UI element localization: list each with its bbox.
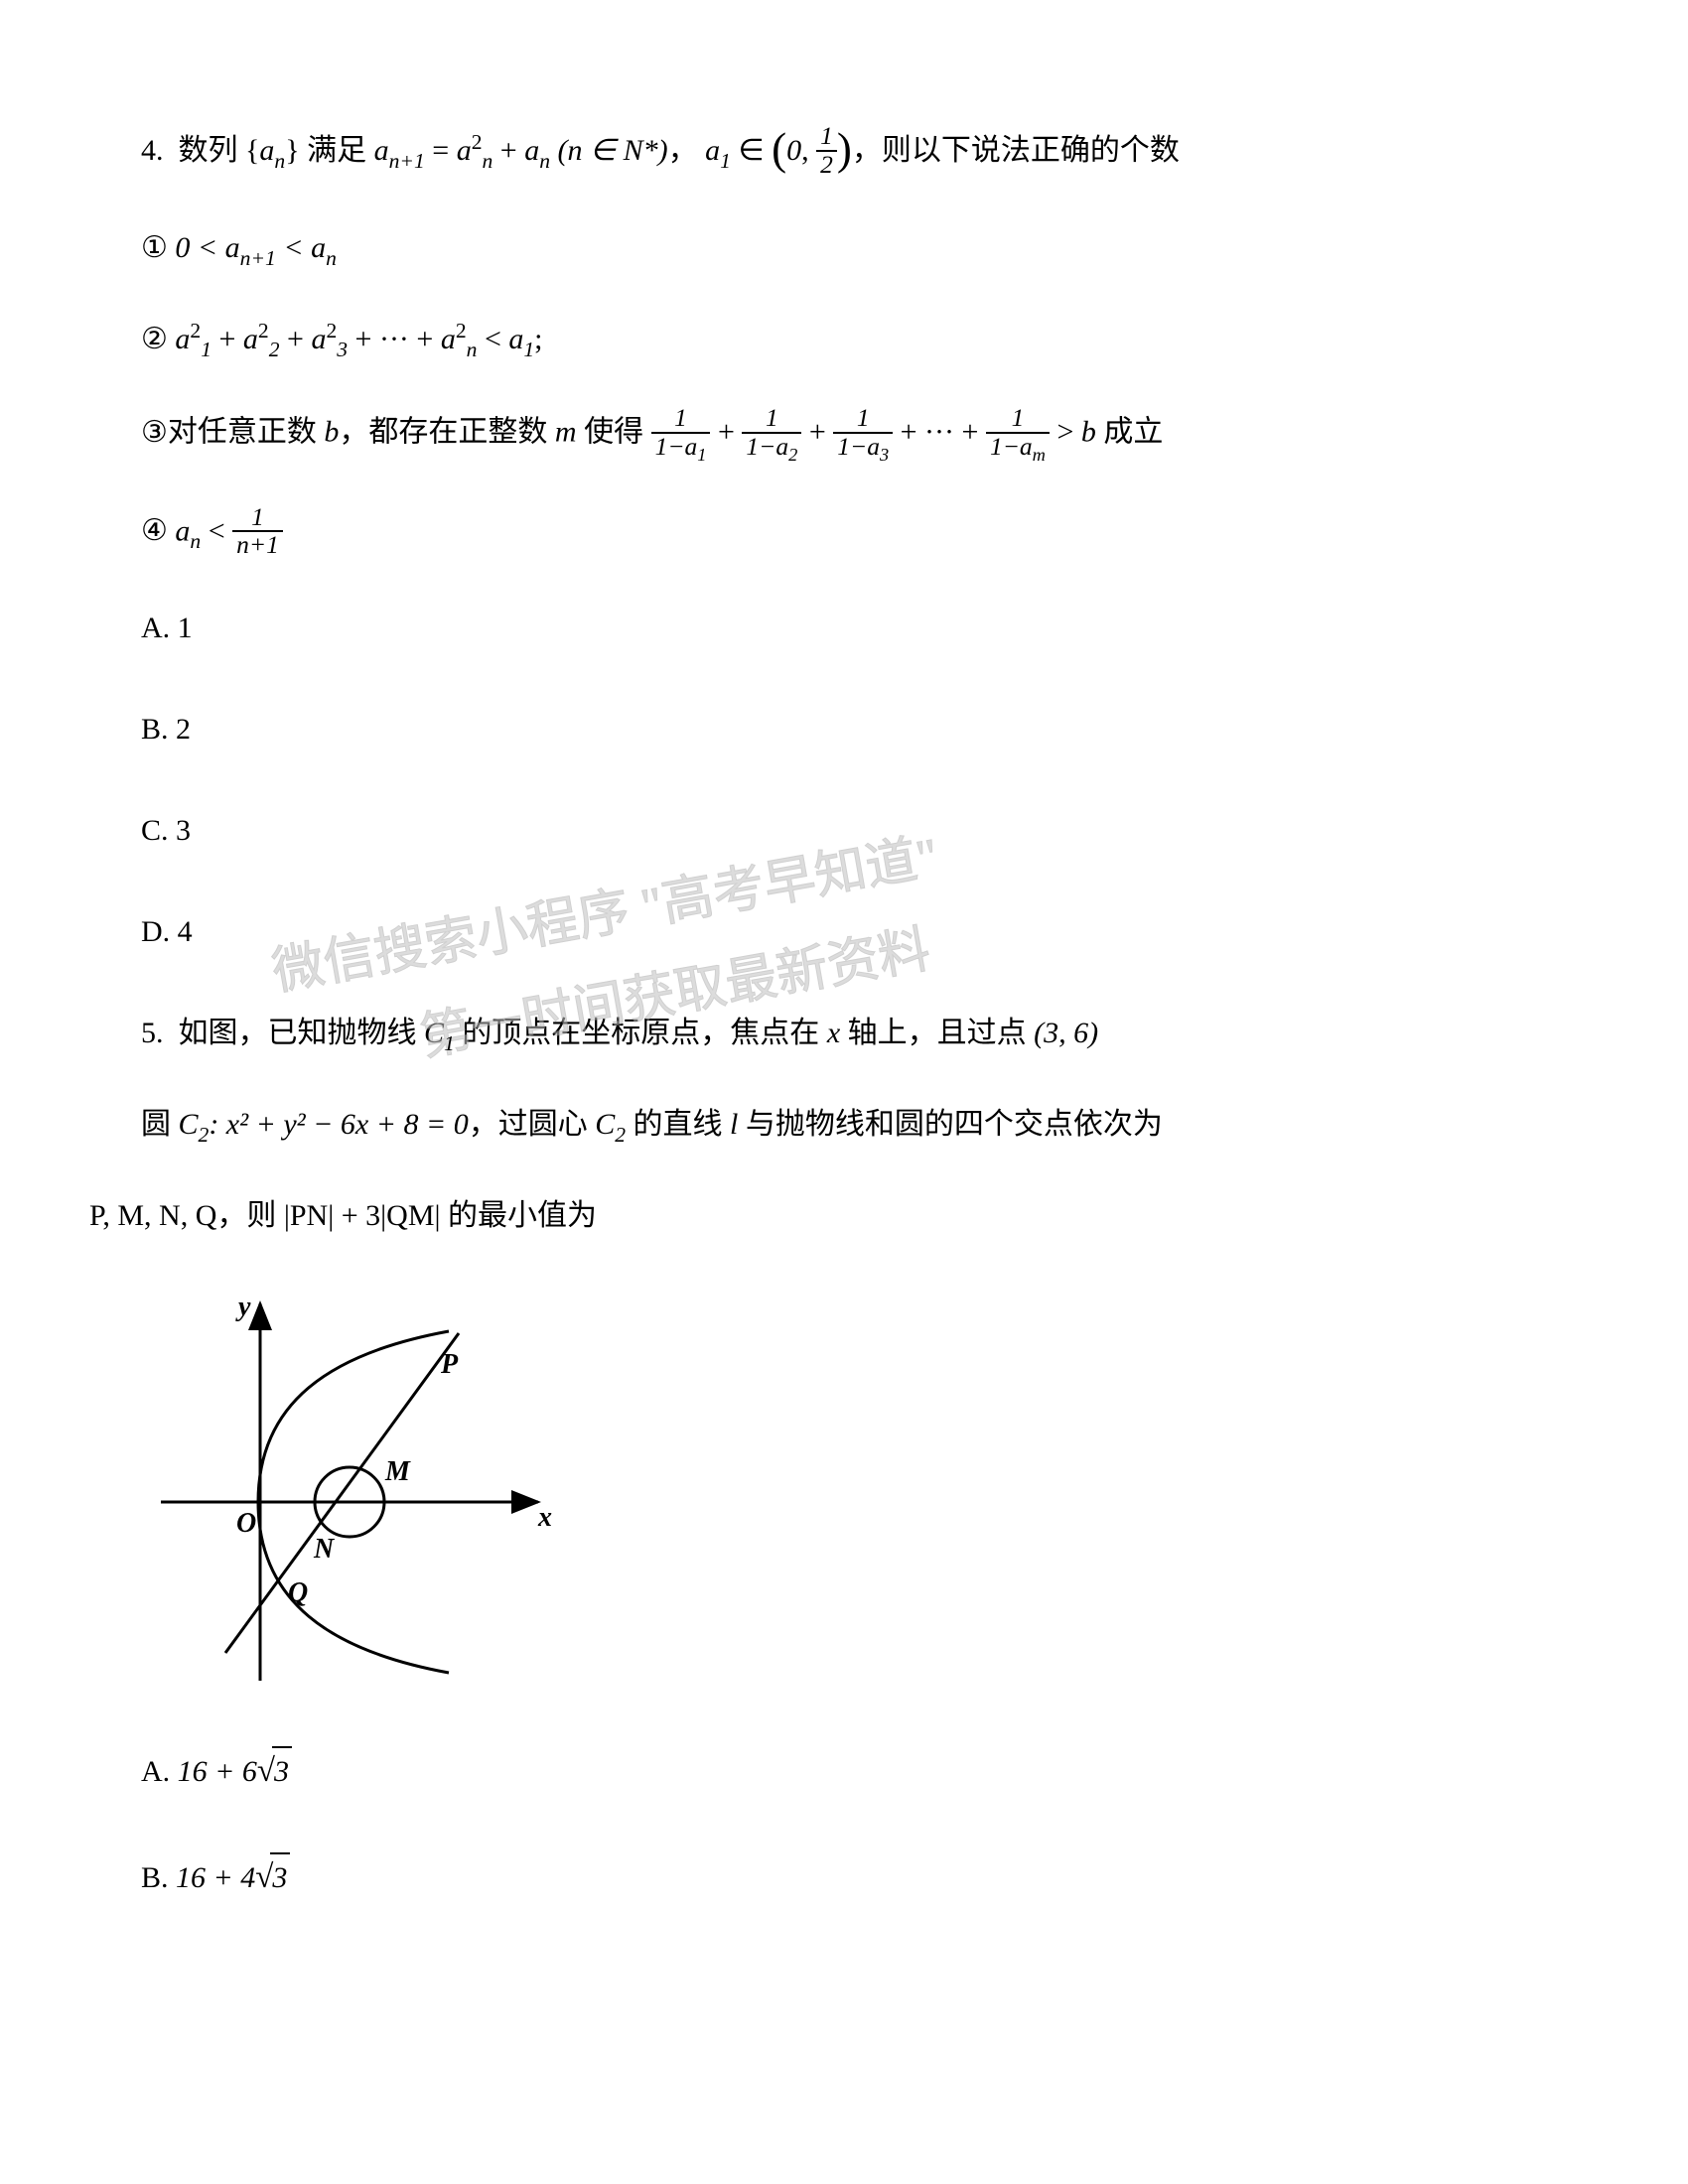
q5-number: 5. <box>141 1017 164 1049</box>
q4-statement-3: ③对任意正数 b，都存在正整数 m 使得 11−a1 + 11−a2 + 11−… <box>89 407 1599 463</box>
svg-text:N: N <box>313 1534 336 1565</box>
q5-stem-line3: P, M, N, Q，则 |PN| + 3|QM| 的最小值为 <box>89 1192 1599 1240</box>
q4-statement-2: ② a21 + a22 + a23 + ··· + a2n < a1; <box>89 316 1599 363</box>
q4-number: 4. <box>141 134 164 167</box>
svg-text:x: x <box>537 1502 552 1533</box>
svg-text:y: y <box>235 1292 251 1322</box>
q4-statement-4: ④ an < 1n+1 <box>89 506 1599 562</box>
svg-text:M: M <box>384 1456 411 1487</box>
q5-stem-line1: 5. 如图，已知抛物线 C1 的顶点在坐标原点，焦点在 x 轴上，且过点 (3,… <box>89 1010 1599 1057</box>
q5-stem-line2: 圆 C2: x² + y² − 6x + 8 = 0，过圆心 C2 的直线 l … <box>89 1101 1599 1149</box>
q4-option-b: B. 2 <box>89 706 1599 753</box>
q4-option-c: C. 3 <box>89 807 1599 855</box>
svg-text:Q: Q <box>288 1577 308 1608</box>
q5-figure: x y O P M NQ <box>141 1284 1599 1715</box>
q4-stem: 4. 数列 {an} 满足 an+1 = a2n + an (n ∈ N*)， … <box>89 109 1599 181</box>
parabola-circle-diagram: x y O P M NQ <box>141 1284 568 1701</box>
svg-text:O: O <box>236 1508 256 1539</box>
q5-option-b: B. 16 + 4√3 <box>89 1851 1599 1904</box>
svg-text:P: P <box>440 1349 459 1380</box>
q5-option-a: A. 16 + 6√3 <box>89 1745 1599 1798</box>
q4-option-a: A. 1 <box>89 605 1599 652</box>
q4-statement-1: ① 0 < an+1 < an <box>89 224 1599 272</box>
q4-option-d: D. 4 <box>89 908 1599 956</box>
exam-page: 微信搜索小程序 "高考早知道" 第一时间获取最新资料 4. 数列 {an} 满足… <box>0 0 1688 1904</box>
